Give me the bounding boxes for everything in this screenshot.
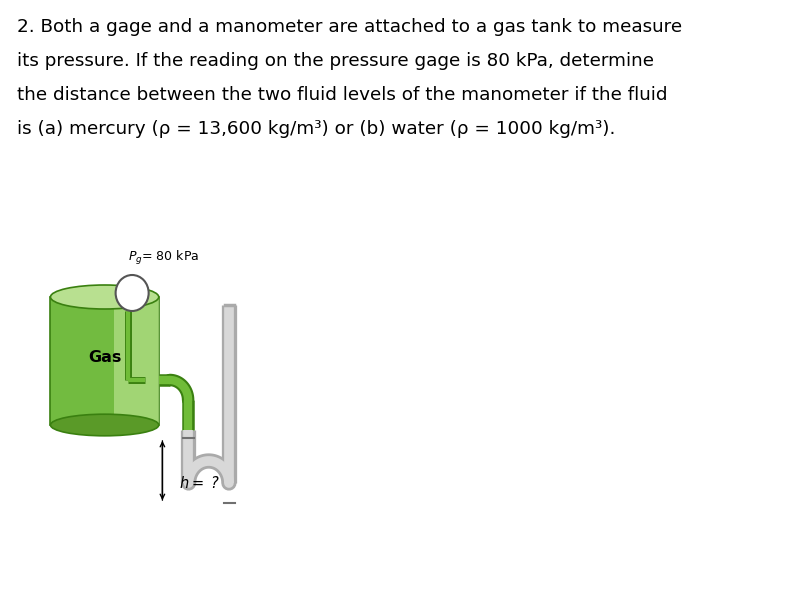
Bar (114, 297, 158, 425)
Circle shape (116, 275, 149, 311)
Text: its pressure. If the reading on the pressure gage is 80 kPa, determine: its pressure. If the reading on the pres… (17, 52, 653, 70)
Text: $P_g$= 80 kPa: $P_g$= 80 kPa (128, 249, 199, 267)
Text: $h=$ ?: $h=$ ? (179, 474, 220, 491)
Text: Gas: Gas (88, 350, 121, 365)
Text: the distance between the two fluid levels of the manometer if the fluid: the distance between the two fluid level… (17, 86, 667, 104)
Bar (51, 297, 158, 425)
Text: 2. Both a gage and a manometer are attached to a gas tank to measure: 2. Both a gage and a manometer are attac… (17, 18, 682, 36)
Ellipse shape (51, 414, 158, 436)
Ellipse shape (51, 285, 158, 309)
Text: is (a) mercury (ρ = 13,600 kg/m³) or (b) water (ρ = 1000 kg/m³).: is (a) mercury (ρ = 13,600 kg/m³) or (b)… (17, 120, 615, 138)
